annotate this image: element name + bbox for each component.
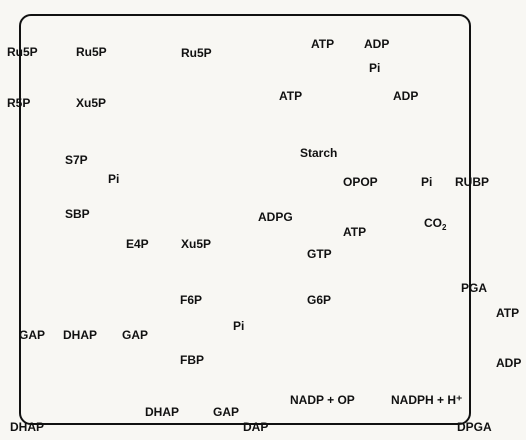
label-opop: OPOP [343, 175, 378, 189]
label-pi: Pi [108, 172, 120, 186]
label-co2-subscript: 2 [442, 223, 447, 232]
label-co2-main: CO [424, 216, 442, 230]
label-f6p: F6P [180, 293, 203, 307]
label-atp: ATP [496, 306, 520, 320]
label-ru5p: Ru5P [181, 46, 212, 60]
label-nadp-op: NADP + OP [290, 393, 355, 407]
label-adp: ADP [393, 89, 419, 103]
label-g6p: G6P [307, 293, 332, 307]
label-dpga: DPGA [457, 420, 492, 434]
label-gap: GAP [19, 328, 46, 342]
label-xu5p: Xu5P [181, 237, 212, 251]
label-s7p: S7P [65, 153, 88, 167]
label-sbp: SBP [65, 207, 90, 221]
label-dhap: DHAP [10, 420, 45, 434]
label-pi: Pi [421, 175, 433, 189]
label-fbp: FBP [180, 353, 204, 367]
label-ru5p: Ru5P [76, 45, 107, 59]
label-dhap: DHAP [63, 328, 98, 342]
label-pi: Pi [369, 61, 381, 75]
label-co2: CO2 [424, 216, 446, 235]
label-dhap: DHAP [145, 405, 180, 419]
label-xu5p: Xu5P [76, 96, 107, 110]
label-pi: Pi [233, 319, 245, 333]
label-gtp: GTP [307, 247, 332, 261]
label-atp: ATP [343, 225, 367, 239]
label-rubp: RUBP [455, 175, 490, 189]
label-r5p: R5P [7, 96, 31, 110]
label-atp: ATP [311, 37, 335, 51]
label-e4p: E4P [126, 237, 149, 251]
label-adpg: ADPG [258, 210, 293, 224]
diagram-frame [19, 14, 471, 425]
label-gap: GAP [122, 328, 149, 342]
label-ru5p: Ru5P [7, 45, 38, 59]
label-adp: ADP [496, 356, 522, 370]
label-pga: PGA [461, 281, 488, 295]
label-atp: ATP [279, 89, 303, 103]
label-dap: DAP [243, 420, 269, 434]
label-starch: Starch [300, 146, 338, 160]
label-gap: GAP [213, 405, 240, 419]
label-nadph: NADPH + H⁺ [391, 393, 463, 407]
label-adp: ADP [364, 37, 390, 51]
